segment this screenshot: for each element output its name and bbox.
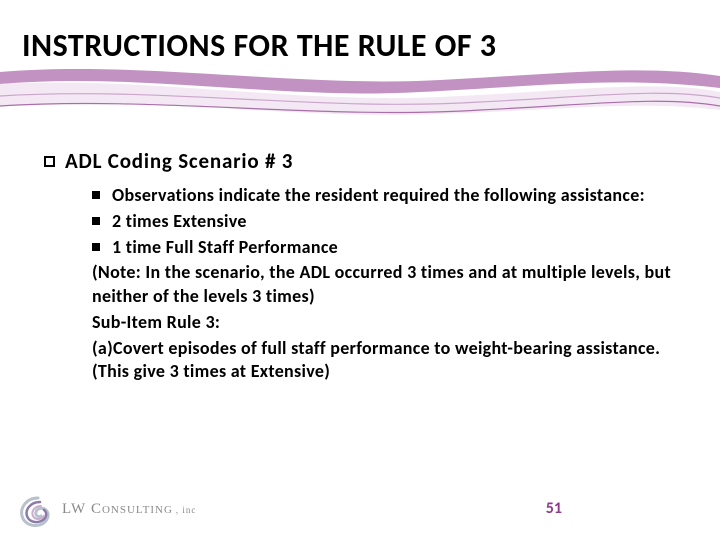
square-bullet-icon bbox=[92, 217, 100, 225]
hollow-square-bullet-icon bbox=[44, 156, 55, 167]
logo-lw: LW bbox=[62, 501, 86, 517]
square-bullet-icon bbox=[92, 191, 100, 199]
company-logo: LW Consulting, inc bbox=[18, 494, 258, 530]
bullet-text: 1 time Full Staff Performance bbox=[112, 236, 338, 258]
logo-text: LW Consulting, inc bbox=[62, 501, 196, 518]
bullet-text: Observations indicate the resident requi… bbox=[112, 184, 645, 206]
rule-text: (a)Covert episodes of full staff perform… bbox=[92, 337, 672, 385]
body-content: Observations indicate the resident requi… bbox=[92, 184, 672, 386]
bullet-text: 2 times Extensive bbox=[112, 210, 247, 232]
note-line: (Note: In the scenario, the ADL occurred… bbox=[92, 261, 672, 309]
title-region: INSTRUCTIONS FOR THE RULE OF 3 bbox=[0, 26, 720, 104]
logo-inc: , inc bbox=[176, 505, 197, 515]
logo-swirl-icon bbox=[18, 494, 58, 530]
list-item: Observations indicate the resident requi… bbox=[92, 184, 672, 208]
list-item: 1 time Full Staff Performance bbox=[92, 236, 672, 260]
list-item: 2 times Extensive bbox=[92, 210, 672, 234]
subheading-text: ADL Coding Scenario # 3 bbox=[65, 148, 293, 174]
logo-consulting: Consulting bbox=[86, 501, 173, 517]
page-number: 51 bbox=[546, 499, 562, 518]
rule-label: Sub-Item Rule 3: bbox=[92, 311, 672, 335]
slide-title: INSTRUCTIONS FOR THE RULE OF 3 bbox=[22, 26, 497, 65]
square-bullet-icon bbox=[92, 243, 100, 251]
subheading: ADL Coding Scenario # 3 bbox=[44, 148, 690, 174]
slide: INSTRUCTIONS FOR THE RULE OF 3 ADL Codin… bbox=[0, 0, 720, 540]
